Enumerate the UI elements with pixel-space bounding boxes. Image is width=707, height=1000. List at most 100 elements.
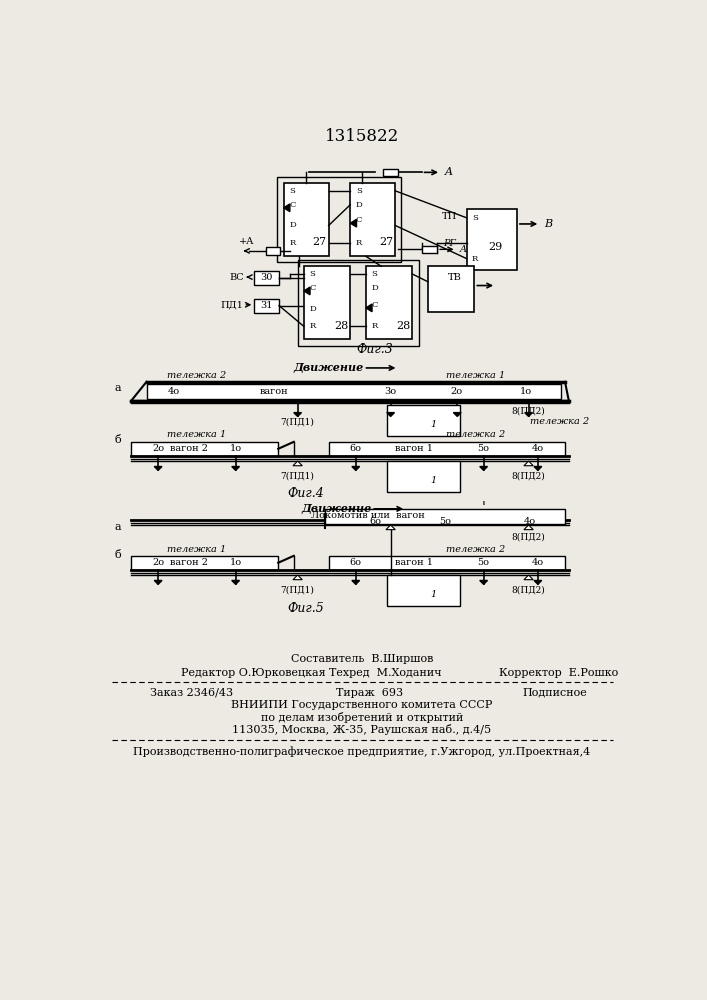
Text: тележка 2: тележка 2 xyxy=(446,545,506,554)
Text: S: S xyxy=(371,270,377,278)
Text: Тираж  693: Тираж 693 xyxy=(337,688,404,698)
Bar xyxy=(387,405,460,436)
Polygon shape xyxy=(232,466,240,470)
Text: C: C xyxy=(356,216,362,224)
Polygon shape xyxy=(352,466,360,470)
Text: Заказ 2346/43: Заказ 2346/43 xyxy=(151,688,233,698)
Polygon shape xyxy=(304,287,310,295)
Text: D: D xyxy=(371,284,378,292)
Polygon shape xyxy=(453,413,461,416)
Text: ТП: ТП xyxy=(442,212,457,221)
Polygon shape xyxy=(524,575,533,580)
Text: C: C xyxy=(309,284,315,292)
Polygon shape xyxy=(387,413,395,416)
Polygon shape xyxy=(154,466,162,470)
Text: 28: 28 xyxy=(396,321,410,331)
Polygon shape xyxy=(386,525,395,530)
Text: 8(ПД2): 8(ПД2) xyxy=(512,471,545,480)
Text: Локомотив или  вагон: Локомотив или вагон xyxy=(310,511,424,520)
Text: S: S xyxy=(472,214,478,222)
Bar xyxy=(387,461,460,492)
Text: Движение: Движение xyxy=(293,362,363,373)
Text: 6о: 6о xyxy=(350,558,362,567)
Text: 8(ПД2): 8(ПД2) xyxy=(512,585,545,594)
Text: A: A xyxy=(460,245,467,254)
Polygon shape xyxy=(480,580,488,584)
Text: б: б xyxy=(115,435,121,445)
Text: 27: 27 xyxy=(312,237,327,247)
Bar xyxy=(255,271,279,285)
Text: ТВ: ТВ xyxy=(448,273,462,282)
Text: R: R xyxy=(371,322,378,330)
Text: Фиг.4: Фиг.4 xyxy=(287,487,324,500)
Bar xyxy=(467,209,517,270)
Text: D: D xyxy=(309,305,316,313)
Text: 3о: 3о xyxy=(385,387,397,396)
Bar xyxy=(329,556,565,570)
Text: 7(ПД1): 7(ПД1) xyxy=(281,471,315,480)
Polygon shape xyxy=(534,580,542,584)
Text: R: R xyxy=(356,239,362,247)
Text: 1о: 1о xyxy=(230,558,242,567)
Text: Редактор О.Юрковецкая: Редактор О.Юрковецкая xyxy=(182,668,326,678)
Text: тележка 1: тележка 1 xyxy=(168,430,226,439)
Polygon shape xyxy=(293,575,303,580)
Text: 4о: 4о xyxy=(532,558,544,567)
Bar xyxy=(131,442,279,456)
Text: S: S xyxy=(356,187,361,195)
Text: 1315822: 1315822 xyxy=(325,128,399,145)
Bar xyxy=(284,183,329,256)
Text: Фиг.5: Фиг.5 xyxy=(287,602,324,615)
Polygon shape xyxy=(524,525,533,530)
Text: 8(ПД2): 8(ПД2) xyxy=(512,533,545,542)
Text: 2о: 2о xyxy=(152,558,164,567)
Text: 1о: 1о xyxy=(520,387,532,396)
Polygon shape xyxy=(534,466,542,470)
Polygon shape xyxy=(351,219,356,227)
Bar xyxy=(131,556,279,570)
Text: Корректор  Е.Рошко: Корректор Е.Рошко xyxy=(499,668,619,678)
Text: 27: 27 xyxy=(379,237,393,247)
Polygon shape xyxy=(480,466,488,470)
Bar xyxy=(383,169,398,176)
Text: 5о: 5о xyxy=(478,558,490,567)
Text: вагон 2: вагон 2 xyxy=(170,558,208,567)
Polygon shape xyxy=(232,580,240,584)
Text: Производственно-полиграфическое предприятие, г.Ужгород, ул.Проектная,4: Производственно-полиграфическое предприя… xyxy=(134,746,590,757)
Text: 7(ПД1): 7(ПД1) xyxy=(281,417,315,426)
Text: ПД1: ПД1 xyxy=(220,300,243,309)
Text: 29: 29 xyxy=(488,242,503,252)
Text: тележка 2: тележка 2 xyxy=(530,417,590,426)
Text: 8(ПД2): 8(ПД2) xyxy=(512,407,545,416)
Text: вагон 2: вагон 2 xyxy=(170,444,208,453)
Text: а: а xyxy=(115,383,121,393)
Text: 6о: 6о xyxy=(350,444,362,453)
Text: 113035, Москва, Ж-35, Раушская наб., д.4/5: 113035, Москва, Ж-35, Раушская наб., д.4… xyxy=(233,724,491,735)
Text: 7(ПД1): 7(ПД1) xyxy=(281,585,315,594)
Bar xyxy=(387,575,460,606)
Text: б: б xyxy=(115,550,121,560)
Bar xyxy=(255,299,279,312)
Text: ВС: ВС xyxy=(230,273,244,282)
Polygon shape xyxy=(524,461,533,466)
Text: вагон 1: вагон 1 xyxy=(395,558,433,567)
Bar xyxy=(277,177,402,262)
Text: Движение: Движение xyxy=(301,503,371,514)
Text: тележка 1: тележка 1 xyxy=(446,371,506,380)
Text: 2о: 2о xyxy=(152,444,164,453)
Text: 4о: 4о xyxy=(524,517,536,526)
Bar xyxy=(329,442,565,456)
Text: Фиг.3: Фиг.3 xyxy=(357,343,394,356)
Text: C: C xyxy=(289,201,296,209)
Text: 5о: 5о xyxy=(439,517,451,526)
Text: а: а xyxy=(115,522,121,532)
Text: 2о: 2о xyxy=(450,387,462,396)
Text: РГ: РГ xyxy=(443,239,456,248)
Polygon shape xyxy=(366,304,372,312)
Polygon shape xyxy=(525,413,532,416)
Polygon shape xyxy=(154,580,162,584)
Bar xyxy=(146,384,561,399)
Text: S: S xyxy=(289,187,295,195)
Polygon shape xyxy=(293,461,303,466)
Text: 1: 1 xyxy=(430,476,436,485)
